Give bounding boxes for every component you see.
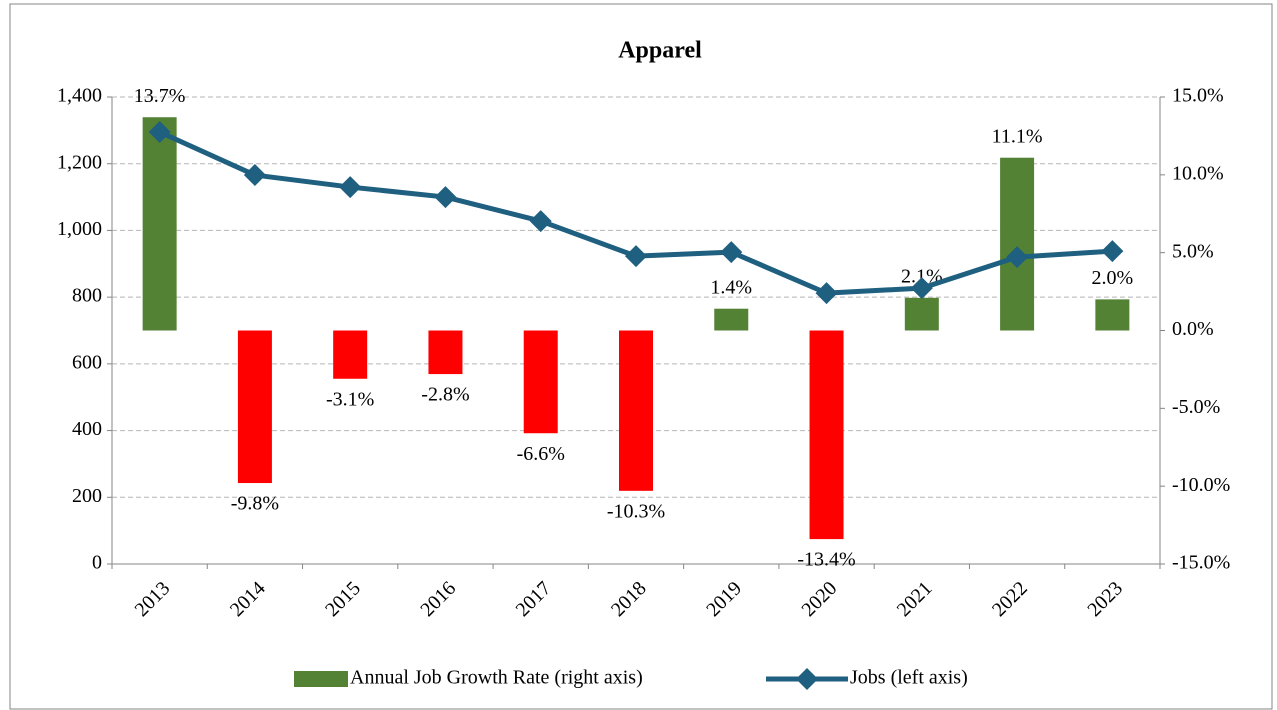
marker bbox=[434, 186, 457, 209]
data-label: -10.3% bbox=[607, 500, 665, 522]
chart-title: Apparel bbox=[618, 38, 702, 64]
bar bbox=[904, 297, 939, 331]
bar bbox=[714, 308, 749, 331]
y-tick-label: 1,200 bbox=[57, 151, 102, 173]
marker bbox=[815, 282, 838, 305]
y-tick-label: 400 bbox=[72, 418, 102, 440]
bar bbox=[523, 330, 558, 434]
marker bbox=[720, 241, 743, 264]
bar bbox=[142, 117, 177, 331]
data-label: -6.6% bbox=[517, 443, 565, 465]
marker bbox=[243, 164, 266, 187]
legend-label: Jobs (left axis) bbox=[850, 667, 968, 689]
y2-tick-label: 0.0% bbox=[1172, 318, 1214, 340]
data-label: 13.7% bbox=[134, 85, 186, 107]
marker bbox=[339, 176, 362, 199]
bar bbox=[1095, 299, 1130, 331]
y2-tick-label: -10.0% bbox=[1172, 474, 1230, 496]
y-tick-label: 1,000 bbox=[57, 218, 102, 240]
data-label: -2.8% bbox=[421, 384, 469, 406]
data-label: -3.1% bbox=[326, 388, 374, 410]
y-tick-label: 200 bbox=[72, 485, 102, 507]
marker bbox=[529, 210, 552, 233]
data-label: 2.1% bbox=[901, 265, 943, 287]
marker bbox=[1101, 240, 1124, 263]
marker bbox=[1006, 246, 1029, 269]
data-label: 1.4% bbox=[710, 276, 752, 298]
data-label: 11.1% bbox=[992, 125, 1043, 147]
y2-tick-label: -5.0% bbox=[1172, 396, 1220, 418]
y-tick-label: 0 bbox=[92, 552, 102, 574]
data-label: 2.0% bbox=[1092, 267, 1134, 289]
legend-marker bbox=[796, 668, 818, 690]
y2-tick-label: 15.0% bbox=[1172, 85, 1224, 107]
y2-tick-label: -15.0% bbox=[1172, 552, 1230, 574]
bar bbox=[809, 330, 844, 540]
bar bbox=[237, 330, 272, 484]
y-tick-label: 800 bbox=[72, 285, 102, 307]
bar bbox=[1000, 157, 1035, 331]
legend-swatch bbox=[294, 671, 348, 687]
y2-tick-label: 10.0% bbox=[1172, 162, 1224, 184]
bar bbox=[428, 330, 463, 375]
y2-tick-label: 5.0% bbox=[1172, 240, 1214, 262]
bar bbox=[619, 330, 653, 491]
bar bbox=[333, 330, 368, 379]
y-tick-label: 600 bbox=[72, 351, 102, 373]
data-label: -9.8% bbox=[231, 493, 279, 515]
marker bbox=[910, 277, 933, 300]
data-label: -13.4% bbox=[797, 549, 855, 571]
marker bbox=[625, 245, 647, 268]
legend-label: Annual Job Growth Rate (right axis) bbox=[350, 667, 643, 689]
marker bbox=[148, 121, 171, 144]
y-tick-label: 1,400 bbox=[57, 85, 102, 107]
